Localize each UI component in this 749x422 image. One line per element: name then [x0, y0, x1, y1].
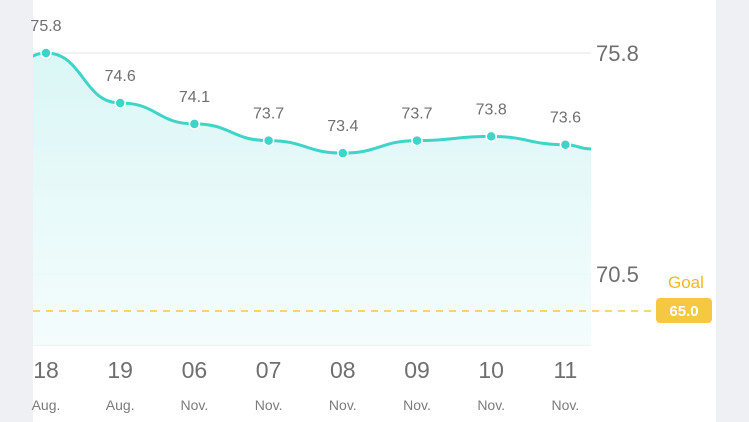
x-month-label-4: Nov.: [329, 397, 357, 413]
goal-value-label: 65.0: [669, 303, 698, 320]
trend-area: [33, 53, 591, 345]
x-month-label-0: Aug.: [32, 397, 61, 413]
data-point-2[interactable]: [188, 118, 201, 130]
data-point-4[interactable]: [337, 147, 349, 159]
value-label-7: 73.6: [550, 110, 581, 127]
x-day-label-3: 07: [256, 357, 282, 383]
x-day-label-7: 11: [553, 357, 577, 383]
x-day-label-5: 09: [404, 357, 430, 383]
y-tick-label-0: 75.8: [596, 41, 639, 66]
value-label-5: 73.7: [401, 106, 432, 123]
x-month-label-7: Nov.: [552, 397, 580, 413]
value-label-0: 75.8: [30, 18, 61, 35]
goal-label: Goal: [668, 273, 704, 292]
value-label-6: 73.8: [476, 101, 507, 118]
y-axis-ticks: 75.8 70.5: [596, 41, 639, 287]
x-month-label-2: Nov.: [181, 397, 209, 413]
trend-line-group: [33, 51, 591, 155]
x-day-label-2: 06: [182, 357, 208, 383]
data-point-1[interactable]: [114, 97, 126, 109]
value-label-2: 74.1: [179, 89, 210, 106]
y-tick-label-1: 70.5: [596, 262, 639, 287]
goal-value-badge: [656, 298, 712, 323]
goal-line-group: Goal 65.0: [33, 273, 712, 323]
trend-area-fill: [33, 53, 591, 345]
data-point-7[interactable]: [559, 138, 572, 151]
data-points: [40, 47, 572, 159]
x-day-label-4: 08: [330, 357, 356, 383]
value-labels: 75.8 74.6 74.1 73.7 73.4 73.7 73.8 73.6: [30, 18, 581, 135]
data-point-6[interactable]: [485, 130, 497, 143]
x-axis-labels: 18 Aug. 19 Aug. 06 Nov. 07 Nov. 08 Nov. 09 Nov. 10 No…: [32, 357, 580, 413]
data-point-0[interactable]: [40, 47, 52, 59]
x-day-label-6: 10: [478, 357, 504, 383]
x-month-label-5: Nov.: [403, 397, 431, 413]
data-point-3[interactable]: [262, 134, 275, 147]
value-label-1: 74.6: [105, 68, 136, 85]
x-month-label-3: Nov.: [255, 397, 283, 413]
trend-line: [33, 51, 591, 155]
x-day-label-1: 19: [107, 357, 133, 383]
value-label-4: 73.4: [327, 118, 358, 135]
value-label-3: 73.7: [253, 106, 284, 123]
x-day-label-0: 18: [33, 357, 59, 383]
x-month-label-6: Nov.: [477, 397, 505, 413]
x-month-label-1: Aug.: [106, 397, 135, 413]
data-point-5[interactable]: [411, 134, 423, 147]
